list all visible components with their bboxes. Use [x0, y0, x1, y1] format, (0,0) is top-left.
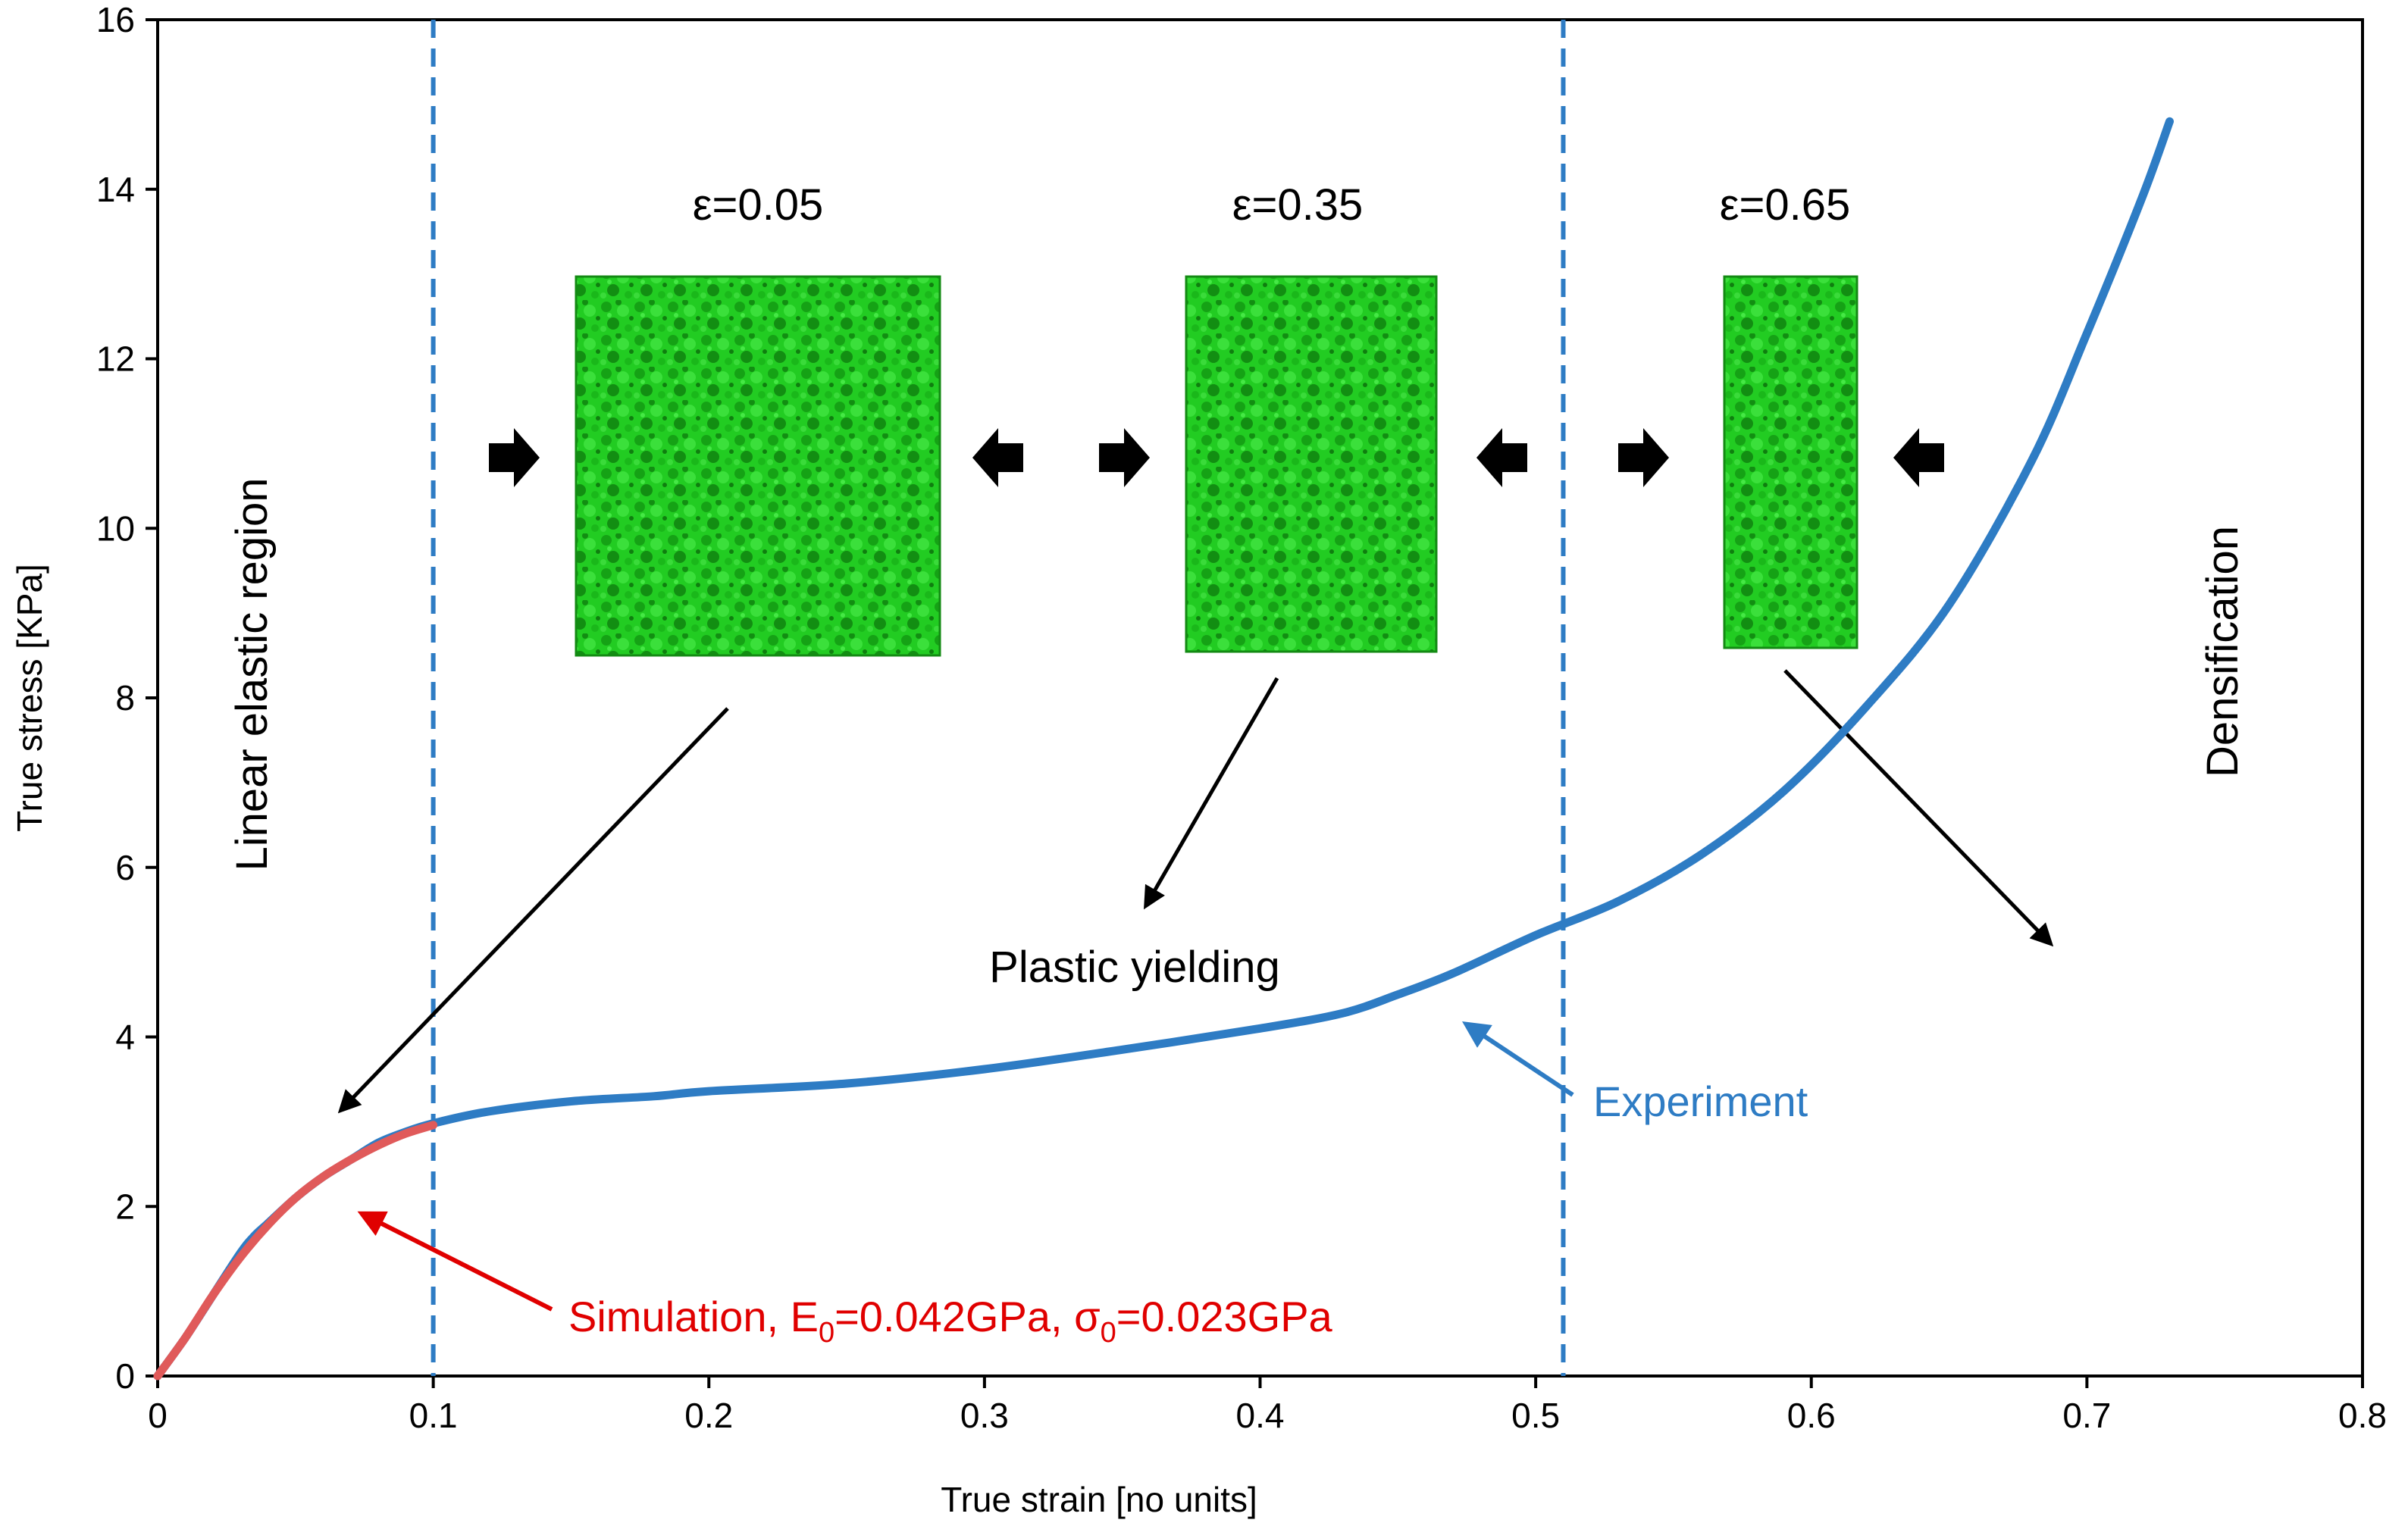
- y-axis-ticks: 0 2 4 6 8 10 12 14 16: [96, 0, 158, 1396]
- x-tick-label: 0.3: [960, 1396, 1009, 1435]
- pointer-arrow-snapshot-1: [1144, 677, 1279, 910]
- compression-arrow-left-1: [1476, 428, 1527, 487]
- x-tick-label: 0.2: [684, 1396, 733, 1435]
- simulation-label-sub2: 0: [1101, 1317, 1116, 1349]
- compression-arrow-right-0: [489, 428, 540, 487]
- y-tick-label: 0: [115, 1356, 135, 1396]
- y-tick-label: 6: [115, 848, 135, 887]
- x-tick-label: 0.5: [1511, 1396, 1560, 1435]
- y-tick-label: 12: [96, 339, 135, 379]
- x-tick-label: 0.7: [2062, 1396, 2111, 1435]
- densification-region-label: Densification: [2198, 526, 2247, 777]
- simulation-pointer-arrow: [357, 1211, 553, 1312]
- foam-sample-2: [1723, 275, 1858, 649]
- x-axis-ticks: 0 0.1 0.2 0.3 0.4 0.5 0.6 0.7 0.8: [148, 1376, 2387, 1435]
- plastic-region-label: Plastic yielding: [989, 943, 1280, 992]
- y-tick-label: 4: [115, 1018, 135, 1057]
- pointer-arrow-snapshot-2: [1783, 669, 2054, 947]
- experiment-curve: [153, 117, 2174, 1381]
- x-tick-label: 0.8: [2338, 1396, 2387, 1435]
- experiment-label: Experiment: [1593, 1077, 1808, 1125]
- simulation-label: Simulation, E0=0.042GPa, σ0=0.023GPa: [568, 1293, 1333, 1349]
- x-tick-label: 0.4: [1236, 1396, 1285, 1435]
- y-tick-label: 10: [96, 508, 135, 548]
- simulation-label-mid: =0.042GPa, σ: [835, 1293, 1101, 1340]
- compression-arrow-right-1: [1099, 428, 1150, 487]
- elastic-region-label: Linear elastic region: [227, 477, 277, 871]
- simulation-curve: [153, 1121, 438, 1381]
- y-tick-label: 14: [96, 170, 135, 209]
- snapshot-label-2: ε=0.65: [1720, 180, 1851, 230]
- experiment-pointer-arrow: [1462, 1021, 1574, 1097]
- simulation-label-sub1: 0: [819, 1317, 835, 1349]
- x-tick-label: 0: [148, 1396, 168, 1435]
- foam-sample-1: [1185, 275, 1438, 653]
- snapshot-label-1: ε=0.35: [1232, 180, 1364, 230]
- simulation-label-prefix: Simulation, E: [568, 1293, 819, 1340]
- compression-arrow-left-2: [1893, 428, 1944, 487]
- compression-arrow-right-2: [1618, 428, 1669, 487]
- y-tick-label: 16: [96, 0, 135, 39]
- x-axis-title: True strain [no units]: [941, 1480, 1257, 1519]
- x-tick-label: 0.1: [409, 1396, 458, 1435]
- x-tick-label: 0.6: [1787, 1396, 1836, 1435]
- snapshot-label-0: ε=0.05: [693, 180, 824, 230]
- compression-arrow-left-0: [972, 428, 1023, 487]
- foam-sample-0: [575, 275, 941, 657]
- y-axis-title: True stress [KPa]: [10, 564, 49, 832]
- y-tick-label: 8: [115, 678, 135, 718]
- pointer-arrow-snapshot-0: [337, 707, 729, 1114]
- y-tick-label: 2: [115, 1187, 135, 1226]
- simulation-label-suffix: =0.023GPa: [1116, 1293, 1333, 1340]
